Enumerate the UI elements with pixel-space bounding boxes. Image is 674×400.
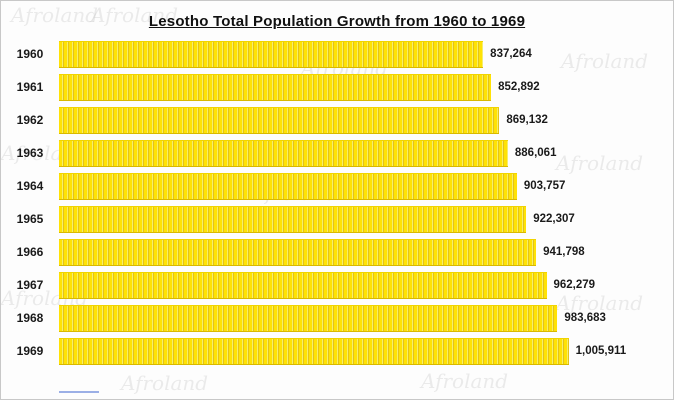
population-bar <box>59 106 500 134</box>
value-label: 983,683 <box>564 312 606 324</box>
bar-track: 903,757 <box>59 172 673 200</box>
bar-track: 922,307 <box>59 205 673 233</box>
year-label: 1963 <box>16 146 44 160</box>
year-label: 1964 <box>16 179 44 193</box>
year-label: 1968 <box>16 311 44 325</box>
value-label: 903,757 <box>523 180 566 192</box>
watermark-logo: Afroland <box>121 371 209 395</box>
population-bar <box>59 172 517 200</box>
year-label: 1965 <box>16 212 44 226</box>
population-bar <box>59 40 484 68</box>
bar-track: 852,892 <box>59 73 673 101</box>
year-label: 1967 <box>16 278 44 292</box>
bar-track: 886,061 <box>59 139 673 167</box>
population-bar <box>59 304 558 332</box>
value-label: 886,061 <box>514 147 557 159</box>
population-bar <box>59 337 569 365</box>
value-label: 837,264 <box>490 48 532 60</box>
bar-row: 1968 983,683 <box>1 302 673 334</box>
bar-track: 837,264 <box>59 40 673 68</box>
bar-track: 983,683 <box>59 304 673 332</box>
bar-row: 1961 852,892 <box>1 71 673 103</box>
bar-row: 1969 1,005,911 <box>1 335 673 367</box>
value-label: 852,892 <box>498 81 540 93</box>
bar-row: 1967 962,279 <box>1 269 673 301</box>
bar-track: 869,132 <box>59 106 673 134</box>
bar-track: 941,798 <box>59 238 673 266</box>
value-label: 922,307 <box>533 213 575 225</box>
year-label: 1960 <box>16 47 44 61</box>
bar-row: 1965 922,307 <box>1 203 673 235</box>
bar-row: 1964 903,757 <box>1 170 673 202</box>
population-bar <box>59 271 547 299</box>
bar-row: 1960 837,264 <box>1 38 673 70</box>
population-bar <box>59 238 537 266</box>
bar-track: 1,005,911 <box>59 337 673 365</box>
axis-baseline <box>59 391 99 393</box>
year-label: 1962 <box>16 113 44 127</box>
watermark-logo: Afroland <box>421 369 509 393</box>
population-bar <box>59 139 508 167</box>
bar-row: 1966 941,798 <box>1 236 673 268</box>
bar-track: 962,279 <box>59 271 673 299</box>
year-label: 1966 <box>16 245 44 259</box>
value-label: 869,132 <box>506 114 548 126</box>
year-label: 1969 <box>16 344 44 358</box>
year-label: 1961 <box>16 80 44 94</box>
value-label: 962,279 <box>553 279 596 291</box>
value-label: 941,798 <box>543 246 585 258</box>
bar-rows: 1960 837,264 1961 852,892 1962 869,132 1963 886… <box>1 38 673 368</box>
bar-row: 1963 886,061 <box>1 137 673 169</box>
value-label: 1,005,911 <box>575 345 627 357</box>
population-bar <box>59 73 492 101</box>
bar-row: 1962 869,132 <box>1 104 673 136</box>
population-bar <box>59 205 527 233</box>
chart-title: Lesotho Total Population Growth from 196… <box>148 13 526 30</box>
